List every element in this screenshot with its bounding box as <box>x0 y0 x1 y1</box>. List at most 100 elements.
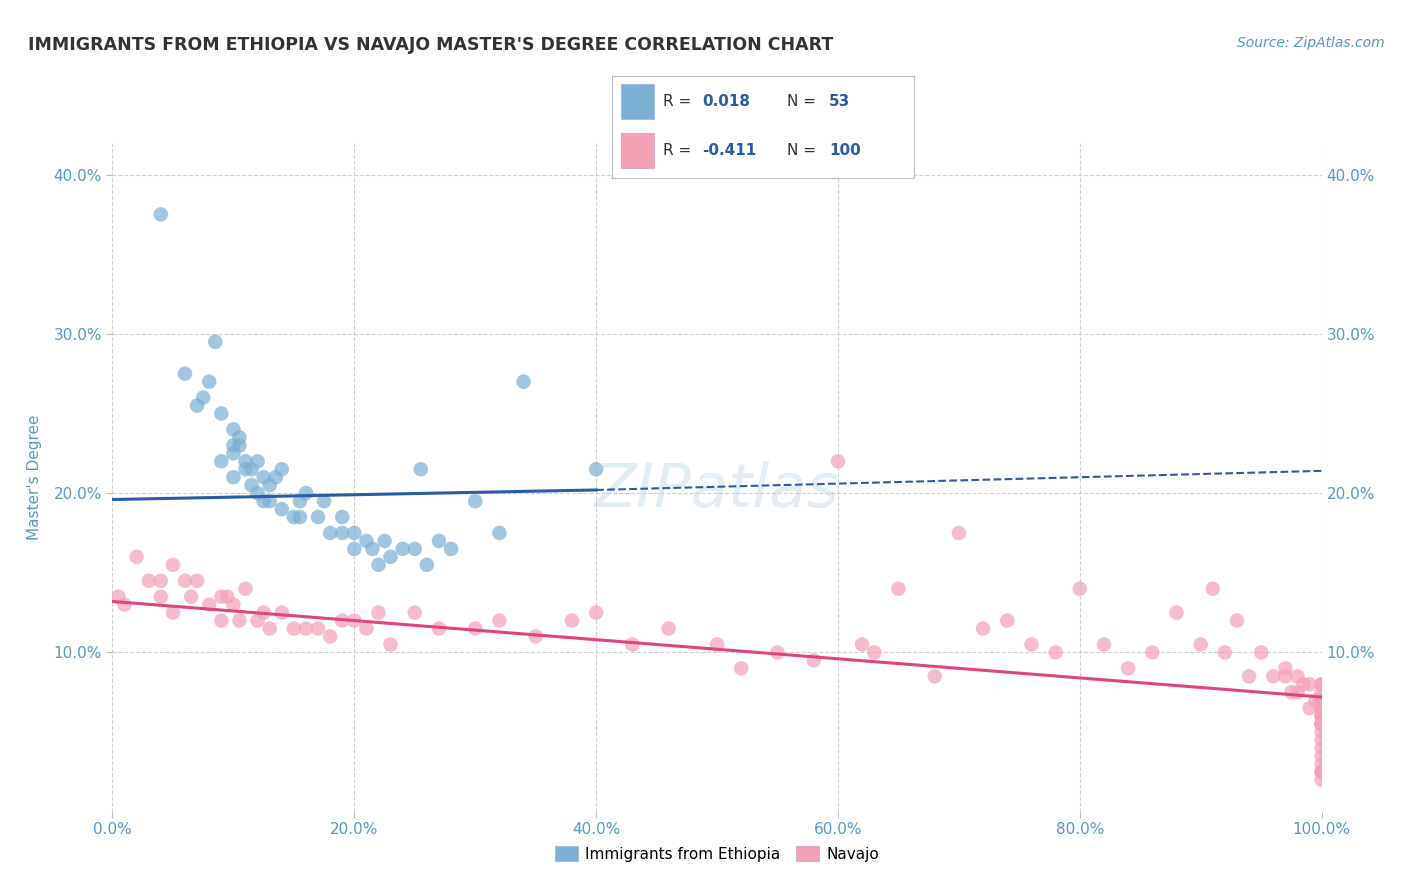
Text: R =: R = <box>664 94 696 109</box>
Point <box>658 622 681 636</box>
Point <box>264 470 287 484</box>
Point <box>1274 669 1296 683</box>
Point <box>1310 693 1333 707</box>
Point <box>1166 606 1188 620</box>
Point <box>1286 685 1309 699</box>
Point <box>288 510 311 524</box>
Point <box>1237 669 1260 683</box>
Point <box>1263 669 1285 683</box>
Point <box>561 614 583 628</box>
Text: R =: R = <box>664 144 696 158</box>
Point <box>1226 614 1249 628</box>
Point <box>198 375 221 389</box>
Point <box>222 446 245 460</box>
Point <box>851 637 873 651</box>
FancyBboxPatch shape <box>620 84 654 119</box>
Point <box>1310 749 1333 764</box>
Point <box>270 462 292 476</box>
Point <box>585 606 607 620</box>
Point <box>1286 669 1309 683</box>
Point <box>180 590 202 604</box>
Text: IMMIGRANTS FROM ETHIOPIA VS NAVAJO MASTER'S DEGREE CORRELATION CHART: IMMIGRANTS FROM ETHIOPIA VS NAVAJO MASTE… <box>28 36 834 54</box>
Point <box>107 590 129 604</box>
Point <box>1310 741 1333 756</box>
Point <box>585 462 607 476</box>
Point <box>240 478 263 492</box>
Point <box>1310 756 1333 771</box>
Point <box>253 470 276 484</box>
Point <box>149 590 172 604</box>
Point <box>367 606 389 620</box>
Point <box>464 494 486 508</box>
Point <box>1310 701 1333 715</box>
Point <box>374 533 396 548</box>
Point <box>228 614 250 628</box>
Point <box>1116 661 1139 675</box>
Point <box>209 407 232 421</box>
Text: N =: N = <box>787 144 821 158</box>
Point <box>222 470 245 484</box>
Text: 0.018: 0.018 <box>703 94 751 109</box>
Point <box>246 614 269 628</box>
Y-axis label: Master's Degree: Master's Degree <box>28 415 42 540</box>
Point <box>995 614 1018 628</box>
Point <box>1310 764 1333 779</box>
Point <box>162 558 184 572</box>
Text: Source: ZipAtlas.com: Source: ZipAtlas.com <box>1237 36 1385 50</box>
Point <box>1274 661 1296 675</box>
Text: ZIPatlas: ZIPatlas <box>595 461 839 520</box>
Point <box>270 502 292 516</box>
Point <box>1069 582 1091 596</box>
Point <box>766 645 789 659</box>
Point <box>1213 645 1236 659</box>
Point <box>1310 693 1333 707</box>
Point <box>512 375 534 389</box>
Point <box>186 399 208 413</box>
Point <box>1310 685 1333 699</box>
Point <box>138 574 160 588</box>
Legend: Immigrants from Ethiopia, Navajo: Immigrants from Ethiopia, Navajo <box>548 839 886 868</box>
Point <box>288 494 311 508</box>
Point <box>343 614 366 628</box>
Point <box>149 574 172 588</box>
Point <box>706 637 728 651</box>
Point <box>222 598 245 612</box>
Point <box>253 494 276 508</box>
Point <box>222 438 245 452</box>
Point <box>1310 717 1333 731</box>
Point <box>380 549 402 564</box>
Point <box>427 622 450 636</box>
Point <box>295 486 318 500</box>
Point <box>343 541 366 556</box>
Point <box>404 606 426 620</box>
Point <box>162 606 184 620</box>
Point <box>253 606 276 620</box>
Point <box>1298 701 1320 715</box>
Point <box>1279 685 1302 699</box>
Point <box>488 614 510 628</box>
Point <box>863 645 886 659</box>
Text: 100: 100 <box>830 144 860 158</box>
Point <box>887 582 910 596</box>
Point <box>1310 772 1333 787</box>
Point <box>1045 645 1067 659</box>
Point <box>730 661 752 675</box>
Point <box>464 622 486 636</box>
Point <box>1189 637 1212 651</box>
Point <box>367 558 389 572</box>
Point <box>1310 709 1333 723</box>
Point <box>1021 637 1043 651</box>
Point <box>259 478 281 492</box>
Point <box>1310 764 1333 779</box>
Point <box>1310 701 1333 715</box>
Point <box>240 462 263 476</box>
Point <box>228 438 250 452</box>
Point <box>972 622 994 636</box>
Point <box>404 541 426 556</box>
Point <box>174 367 197 381</box>
Point <box>283 622 305 636</box>
Point <box>222 422 245 436</box>
Point <box>270 606 292 620</box>
Point <box>1310 677 1333 691</box>
Point <box>1310 733 1333 747</box>
